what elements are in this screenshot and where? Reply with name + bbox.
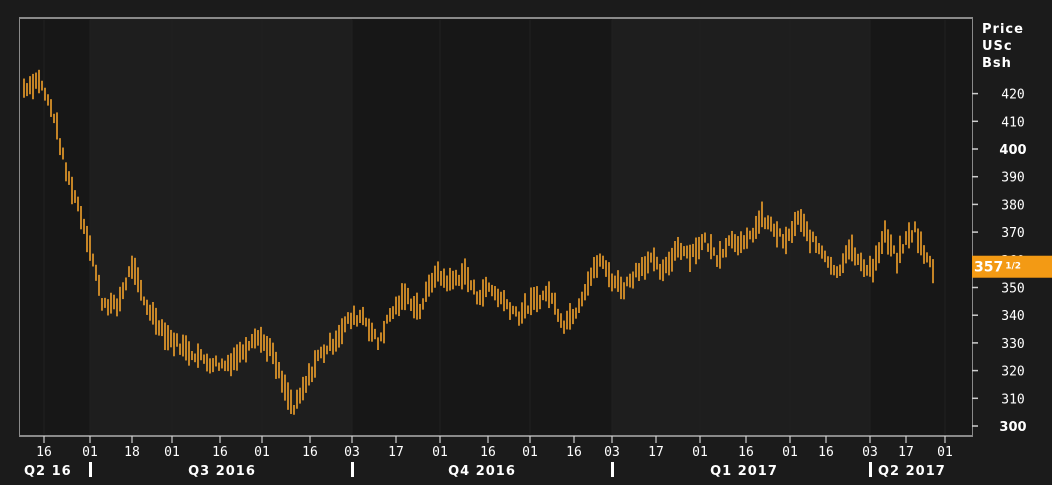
- last-price-marker: 357 1/2: [972, 255, 1052, 278]
- quarter-label: Q3 2016: [188, 464, 256, 479]
- y-tick-label: 310: [1001, 392, 1024, 407]
- quarter-label: Q4 2016: [448, 464, 516, 479]
- quarter-label: Q2 16: [24, 464, 72, 479]
- quarter-separator: [351, 462, 354, 477]
- x-tick-label: 18: [124, 445, 140, 460]
- price-bars: [23, 69, 934, 415]
- x-axis: 16 01 18 01 16 01 16 03 17 01 16 01 16 03 17 01 16 01 16 03…: [24, 436, 953, 479]
- quarter-separator: [89, 462, 92, 477]
- quarter-bands: [20, 19, 972, 435]
- x-tick-label: 01: [432, 445, 448, 460]
- y-tick-label: 410: [1001, 115, 1024, 130]
- x-tick-label: 01: [254, 445, 270, 460]
- y-tick-label: 350: [1001, 282, 1024, 297]
- x-tick-label: 16: [480, 445, 496, 460]
- x-tick-label: 01: [692, 445, 708, 460]
- y-tick-label: 380: [1001, 198, 1024, 213]
- y-axis-label-line: Price: [982, 22, 1024, 37]
- last-price-box: [972, 255, 1052, 278]
- quarter-band: [20, 19, 90, 435]
- y-axis-label-line: USc: [982, 39, 1013, 54]
- quarter-separator: [869, 462, 872, 477]
- x-tick-label: 16: [36, 445, 52, 460]
- y-tick-label: 320: [1001, 365, 1024, 380]
- y-axis-label: Price USc Bsh: [982, 22, 1024, 71]
- y-tick-label: 370: [1001, 226, 1024, 241]
- quarter-label: Q1 2017: [710, 464, 778, 479]
- y-axis-label-line: Bsh: [982, 56, 1012, 71]
- x-tick-label: 16: [302, 445, 318, 460]
- y-tick-label: 400: [999, 143, 1026, 158]
- x-tick-label: 01: [82, 445, 98, 460]
- x-tick-label: 03: [604, 445, 620, 460]
- quarter-separator: [611, 462, 614, 477]
- y-tick-label: 390: [1001, 171, 1024, 186]
- y-tick-label: 330: [1001, 337, 1024, 352]
- x-tick-label: 17: [648, 445, 664, 460]
- x-tick-label: 01: [164, 445, 180, 460]
- x-tick-label: 16: [738, 445, 754, 460]
- x-tick-label: 01: [522, 445, 538, 460]
- last-price-whole: 357: [974, 260, 1003, 276]
- x-tick-label: 03: [344, 445, 360, 460]
- quarter-label: Q2 2017: [878, 464, 946, 479]
- quarter-band: [352, 19, 612, 435]
- x-tick-label: 17: [388, 445, 404, 460]
- quarter-band: [612, 19, 870, 435]
- quarter-band: [870, 19, 972, 435]
- x-tick-label: 01: [937, 445, 953, 460]
- y-tick-label: 300: [999, 420, 1026, 435]
- last-price-label: 357 1/2: [974, 260, 1021, 276]
- y-tick-label: 340: [1001, 309, 1024, 324]
- x-tick-label: 17: [898, 445, 914, 460]
- y-tick-label: 420: [1001, 88, 1024, 103]
- x-tick-label: 03: [862, 445, 878, 460]
- x-tick-label: 01: [782, 445, 798, 460]
- x-tick-label: 16: [818, 445, 834, 460]
- x-tick-label: 16: [566, 445, 582, 460]
- last-price-fraction: 1/2: [1005, 262, 1021, 272]
- x-tick-label: 16: [212, 445, 228, 460]
